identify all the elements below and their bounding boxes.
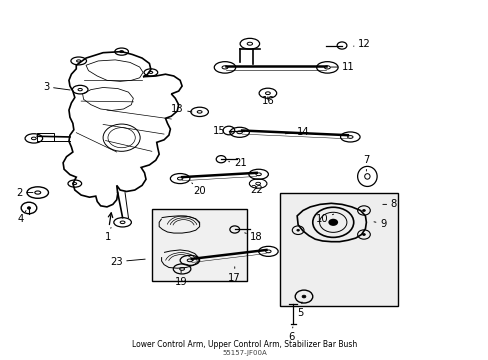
Text: 14: 14 bbox=[285, 127, 309, 136]
Text: Lower Control Arm, Upper Control Arm, Stabilizer Bar Bush: Lower Control Arm, Upper Control Arm, St… bbox=[132, 340, 356, 349]
Text: 8: 8 bbox=[382, 199, 396, 210]
Bar bbox=[152, 210, 246, 281]
Text: 10: 10 bbox=[315, 214, 333, 224]
Text: 5: 5 bbox=[297, 302, 303, 318]
Text: 7: 7 bbox=[363, 155, 369, 171]
Circle shape bbox=[362, 234, 365, 235]
Bar bbox=[279, 193, 397, 306]
Text: 19: 19 bbox=[174, 270, 187, 287]
Circle shape bbox=[302, 295, 305, 298]
Circle shape bbox=[296, 229, 299, 231]
Text: 4: 4 bbox=[18, 211, 26, 224]
Text: 3: 3 bbox=[43, 82, 70, 92]
Circle shape bbox=[328, 219, 337, 226]
Text: 13: 13 bbox=[171, 104, 192, 114]
Text: 1: 1 bbox=[104, 228, 111, 242]
Text: 15: 15 bbox=[213, 126, 231, 135]
Text: 23: 23 bbox=[110, 257, 145, 267]
Circle shape bbox=[362, 210, 365, 212]
Text: 6: 6 bbox=[287, 327, 294, 342]
Circle shape bbox=[27, 207, 31, 209]
Bar bbox=[37, 134, 54, 141]
Text: 55157-JF00A: 55157-JF00A bbox=[222, 350, 266, 356]
Text: 9: 9 bbox=[373, 219, 386, 229]
Text: 2: 2 bbox=[16, 188, 33, 198]
Text: 20: 20 bbox=[191, 183, 205, 197]
Text: 22: 22 bbox=[250, 185, 263, 195]
Text: 17: 17 bbox=[228, 267, 241, 283]
Text: 16: 16 bbox=[261, 96, 274, 106]
Text: 11: 11 bbox=[330, 62, 354, 72]
Text: 12: 12 bbox=[353, 40, 370, 49]
Text: 21: 21 bbox=[228, 158, 246, 168]
Text: 18: 18 bbox=[244, 232, 263, 242]
